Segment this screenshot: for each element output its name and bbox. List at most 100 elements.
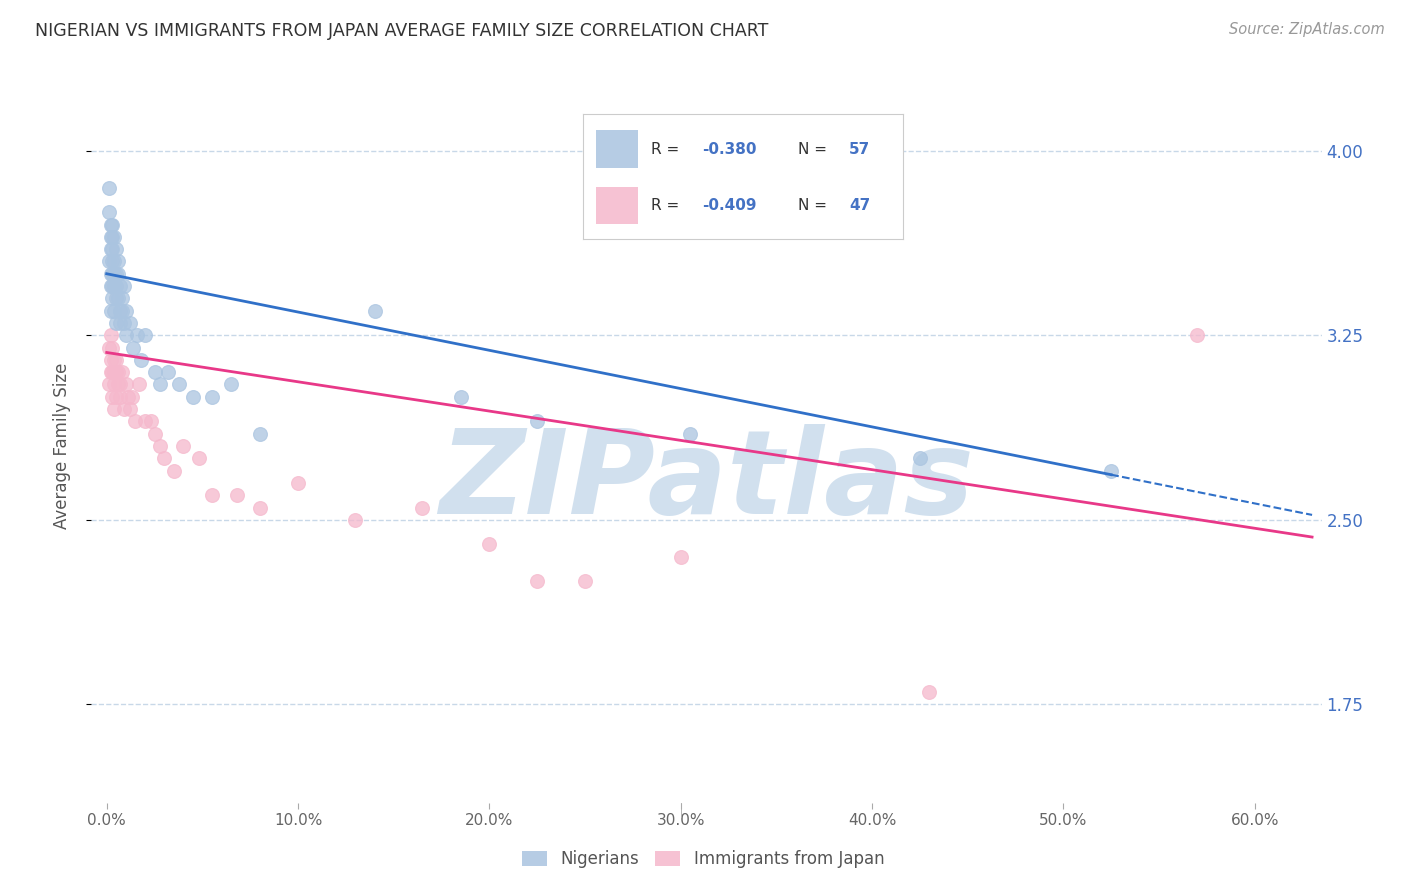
Point: [411, 500, 433, 515]
Point: [172, 439, 194, 453]
Text: NIGERIAN VS IMMIGRANTS FROM JAPAN AVERAGE FAMILY SIZE CORRELATION CHART: NIGERIAN VS IMMIGRANTS FROM JAPAN AVERAG…: [35, 22, 769, 40]
Point: [201, 488, 224, 502]
Point: [101, 230, 124, 244]
Point: [187, 451, 209, 466]
Point: [111, 303, 134, 318]
Point: [100, 279, 122, 293]
Point: [526, 414, 548, 428]
Point: [1099, 464, 1122, 478]
Legend: Nigerians, Immigrants from Japan: Nigerians, Immigrants from Japan: [515, 844, 891, 875]
Point: [108, 316, 131, 330]
Point: [100, 352, 122, 367]
Point: [103, 377, 125, 392]
Point: [149, 439, 172, 453]
Point: [526, 574, 548, 589]
Point: [107, 377, 129, 392]
Point: [105, 291, 128, 305]
Point: [100, 328, 122, 343]
Point: [105, 352, 128, 367]
Point: [97, 377, 120, 392]
Point: [114, 377, 136, 392]
Point: [101, 218, 124, 232]
Point: [143, 426, 166, 441]
Point: [97, 254, 120, 268]
Point: [101, 341, 124, 355]
Point: [105, 279, 128, 293]
Point: [103, 279, 125, 293]
Point: [108, 377, 131, 392]
Point: [169, 377, 191, 392]
Y-axis label: Average Family Size: Average Family Size: [52, 363, 70, 529]
Point: [105, 316, 128, 330]
Point: [108, 390, 131, 404]
Point: [363, 303, 385, 318]
Point: [108, 279, 131, 293]
Point: [103, 267, 125, 281]
Point: [105, 390, 128, 404]
Point: [101, 254, 124, 268]
Point: [101, 291, 124, 305]
Point: [219, 377, 242, 392]
Point: [105, 267, 128, 281]
Point: [97, 205, 120, 219]
Point: [101, 365, 124, 379]
Point: [478, 537, 501, 551]
Point: [103, 254, 125, 268]
Point: [134, 328, 156, 343]
Point: [101, 267, 124, 281]
Point: [249, 500, 271, 515]
Point: [139, 414, 162, 428]
Point: [105, 365, 128, 379]
Point: [128, 377, 150, 392]
Point: [118, 402, 141, 417]
Point: [344, 513, 367, 527]
Point: [1187, 328, 1209, 343]
Point: [134, 414, 156, 428]
Point: [107, 267, 129, 281]
Point: [112, 402, 135, 417]
Point: [100, 230, 122, 244]
Point: [103, 365, 125, 379]
Point: [143, 365, 166, 379]
Point: [103, 230, 125, 244]
Point: [225, 488, 247, 502]
Point: [122, 341, 145, 355]
Text: Source: ZipAtlas.com: Source: ZipAtlas.com: [1229, 22, 1385, 37]
Point: [679, 426, 702, 441]
Point: [101, 242, 124, 256]
Point: [107, 254, 129, 268]
Point: [201, 390, 224, 404]
Point: [103, 303, 125, 318]
Point: [103, 352, 125, 367]
Point: [574, 574, 596, 589]
Point: [111, 365, 134, 379]
Point: [108, 303, 131, 318]
Point: [107, 365, 129, 379]
Point: [124, 414, 146, 428]
Point: [103, 402, 125, 417]
Point: [121, 390, 143, 404]
Point: [129, 352, 152, 367]
Point: [97, 341, 120, 355]
Point: [111, 291, 134, 305]
Point: [156, 365, 179, 379]
Text: ZIPatlas: ZIPatlas: [439, 425, 974, 539]
Point: [153, 451, 176, 466]
Point: [101, 390, 124, 404]
Point: [163, 464, 186, 478]
Point: [249, 426, 271, 441]
Point: [100, 242, 122, 256]
Point: [450, 390, 472, 404]
Point: [100, 267, 122, 281]
Point: [105, 242, 128, 256]
Point: [114, 303, 136, 318]
Point: [112, 316, 135, 330]
Point: [669, 549, 692, 564]
Point: [908, 451, 931, 466]
Point: [97, 180, 120, 194]
Point: [287, 475, 309, 490]
Point: [118, 316, 141, 330]
Point: [127, 328, 149, 343]
Point: [114, 328, 136, 343]
Point: [149, 377, 172, 392]
